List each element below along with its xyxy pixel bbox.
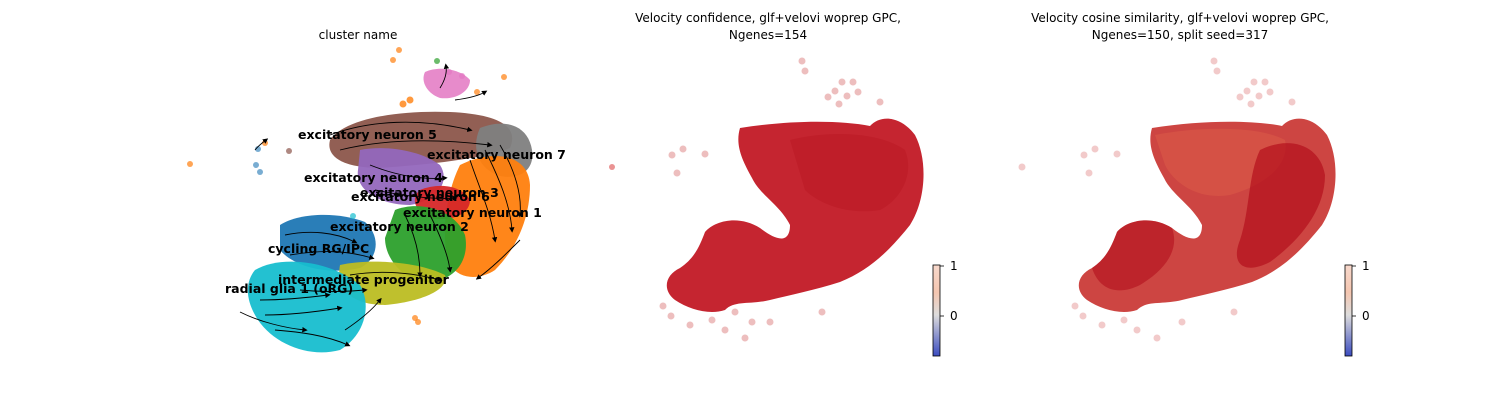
label-exc4: excitatory neuron 4: [304, 170, 443, 185]
panel3-subtitle: Ngenes=150, split seed=317: [1092, 28, 1268, 42]
cluster-exc-orange: [444, 156, 530, 277]
cb3-tick-1: 1: [1362, 259, 1370, 273]
confidence-panel: Velocity confidence, glf+velovi woprep G…: [635, 11, 958, 357]
label-exc1: excitatory neuron 1: [403, 205, 542, 220]
label-exc7: excitatory neuron 7: [427, 147, 566, 162]
label-cycling: cycling RG/IPC: [268, 241, 369, 256]
cb2-tick-0: 0: [950, 309, 958, 323]
panel1-title: cluster name: [319, 28, 398, 42]
cb3-tick-0: 0: [1362, 309, 1370, 323]
label-exc5: excitatory neuron 5: [298, 127, 437, 142]
cosine-dark-region: [1236, 143, 1325, 268]
confidence-hull-shade: [790, 134, 909, 212]
cluster-labels: excitatory neuron 5 excitatory neuron 7 …: [225, 127, 566, 296]
panel2-subtitle: Ngenes=154: [729, 28, 807, 42]
cosine-colorbar: 1 0: [1344, 259, 1370, 357]
cosine-panel: Velocity cosine similarity, glf+velovi w…: [1018, 11, 1370, 357]
panel3-title: Velocity cosine similarity, glf+velovi w…: [1031, 11, 1329, 25]
cosine-outliers: [1018, 57, 1296, 342]
label-intermediate: intermediate progenitor: [278, 272, 450, 287]
confidence-outliers: [659, 57, 884, 342]
label-exc3: excitatory neuron 3: [360, 185, 499, 200]
cluster-outliers: [187, 47, 615, 325]
label-radial-glia: radial glia 1 (oRG): [225, 281, 353, 296]
cluster-panel: cluster name: [187, 28, 615, 353]
cosine-lower-dark: [1092, 220, 1175, 291]
streamlines: [239, 63, 523, 347]
cluster-radial-glia: [247, 261, 366, 353]
label-exc6: excitatory neuron 6: [351, 189, 490, 204]
confidence-colorbar: 1 0: [932, 259, 958, 357]
cluster-cycling: [280, 214, 376, 271]
panel2-title: Velocity confidence, glf+velovi woprep G…: [635, 11, 901, 25]
cluster-pink: [423, 68, 470, 99]
label-exc2: excitatory neuron 2: [330, 219, 469, 234]
cb2-tick-1: 1: [950, 259, 958, 273]
cluster-exc2: [385, 206, 466, 282]
confidence-embedding: [666, 118, 924, 312]
